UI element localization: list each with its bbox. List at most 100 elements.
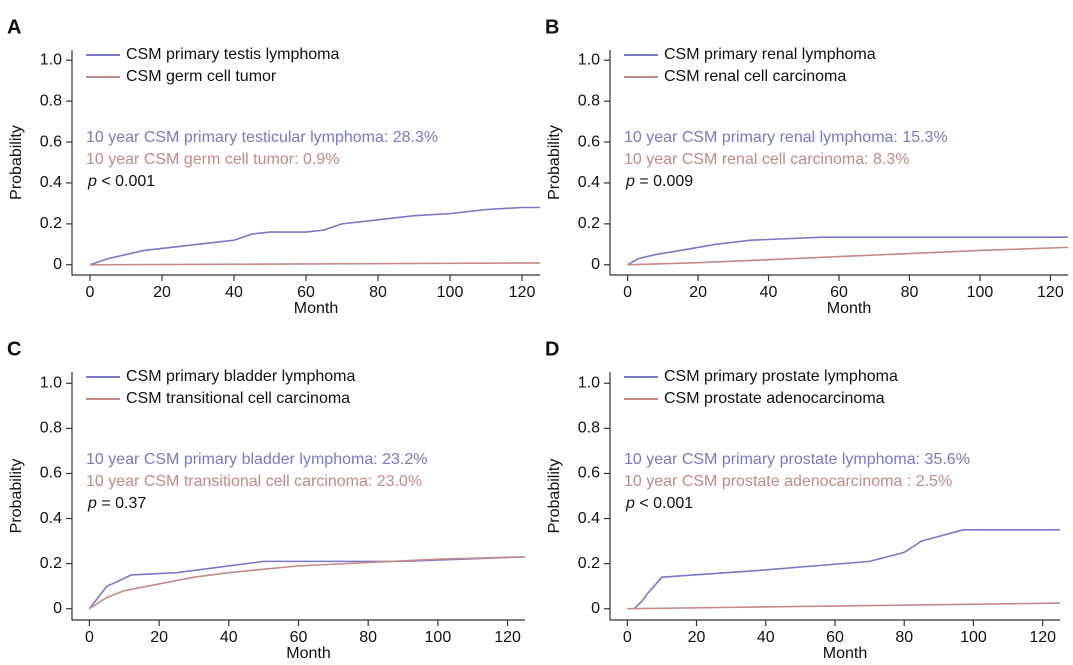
x-tick-label: 120 bbox=[1029, 629, 1056, 646]
x-tick-label: 0 bbox=[85, 629, 94, 646]
legend-label: CSM primary prostate lymphoma bbox=[664, 368, 898, 385]
series-line bbox=[88, 556, 526, 610]
annotation: 10 year CSM primary renal lymphoma: 15.3… bbox=[624, 129, 948, 146]
x-tick-label: 20 bbox=[688, 629, 706, 646]
annotation: 10 year CSM primary testicular lymphoma:… bbox=[86, 129, 438, 146]
y-tick-label: 0.8 bbox=[578, 92, 600, 109]
y-tick-label: 0.4 bbox=[40, 510, 62, 527]
x-tick-label: 60 bbox=[297, 284, 315, 301]
x-axis-label: Month bbox=[294, 300, 338, 317]
x-tick-label: 60 bbox=[290, 629, 308, 646]
y-tick-label: 1.0 bbox=[40, 374, 62, 391]
axis-line bbox=[71, 50, 540, 276]
y-axis-label: Probability bbox=[8, 459, 25, 534]
x-tick-label: 80 bbox=[359, 629, 377, 646]
y-tick-label: 0.6 bbox=[578, 465, 600, 482]
y-tick-label: 0.2 bbox=[40, 215, 62, 232]
legend-label: CSM primary bladder lymphoma bbox=[126, 368, 356, 385]
series-line bbox=[627, 246, 1069, 266]
y-tick-label: 0 bbox=[591, 256, 600, 273]
y-axis-label: Probability bbox=[8, 125, 25, 200]
p-value: p < 0.001 bbox=[625, 495, 693, 512]
axis-line bbox=[609, 50, 1068, 276]
p-symbol: p bbox=[625, 173, 635, 190]
annotation: 10 year CSM germ cell tumor: 0.9% bbox=[86, 151, 339, 168]
x-tick-label: 20 bbox=[153, 284, 171, 301]
x-tick-label: 40 bbox=[760, 284, 778, 301]
p-text: = 0.37 bbox=[97, 495, 146, 512]
y-tick-label: 1.0 bbox=[578, 51, 600, 68]
x-axis-label: Month bbox=[827, 300, 871, 317]
x-tick-label: 120 bbox=[1037, 284, 1064, 301]
x-tick-label: 100 bbox=[437, 284, 464, 301]
legend-label: CSM primary testis lymphoma bbox=[126, 46, 339, 63]
series-line bbox=[633, 529, 1060, 610]
y-tick-label: 0.4 bbox=[578, 174, 600, 191]
x-tick-label: 100 bbox=[967, 284, 994, 301]
y-tick-label: 0.8 bbox=[578, 420, 600, 437]
axis-line bbox=[71, 372, 525, 621]
x-tick-label: 40 bbox=[225, 284, 243, 301]
x-tick-label: 120 bbox=[494, 629, 521, 646]
y-tick-label: 0.4 bbox=[40, 174, 62, 191]
y-axis-label: Probability bbox=[546, 125, 563, 200]
x-tick-label: 40 bbox=[220, 629, 238, 646]
p-text: = 0.009 bbox=[635, 173, 693, 190]
legend-label: CSM renal cell carcinoma bbox=[664, 68, 846, 85]
y-tick-label: 0 bbox=[53, 256, 62, 273]
x-tick-label: 100 bbox=[425, 629, 452, 646]
p-text: < 0.001 bbox=[635, 495, 693, 512]
x-tick-label: 0 bbox=[86, 284, 95, 301]
annotation: 10 year CSM primary prostate lymphoma: 3… bbox=[624, 451, 970, 468]
panel-label: D bbox=[545, 338, 559, 360]
y-tick-label: 0.6 bbox=[40, 133, 62, 150]
y-tick-label: 0 bbox=[53, 600, 62, 617]
panel-label: C bbox=[7, 338, 21, 360]
x-tick-label: 40 bbox=[757, 629, 775, 646]
annotation: 10 year CSM transitional cell carcinoma:… bbox=[86, 473, 422, 490]
x-tick-label: 0 bbox=[623, 284, 632, 301]
series-line bbox=[88, 556, 526, 610]
x-tick-label: 60 bbox=[826, 629, 844, 646]
p-value: p = 0.009 bbox=[625, 173, 693, 190]
x-tick-label: 80 bbox=[895, 629, 913, 646]
x-tick-label: 60 bbox=[830, 284, 848, 301]
x-tick-label: 20 bbox=[150, 629, 168, 646]
y-tick-label: 0.8 bbox=[40, 420, 62, 437]
y-tick-label: 0.2 bbox=[578, 555, 600, 572]
y-tick-label: 1.0 bbox=[578, 374, 600, 391]
legend-label: CSM primary renal lymphoma bbox=[664, 46, 876, 63]
p-text: < 0.001 bbox=[97, 173, 155, 190]
legend-label: CSM germ cell tumor bbox=[126, 68, 277, 85]
p-value: p < 0.001 bbox=[87, 173, 155, 190]
annotation: 10 year CSM primary bladder lymphoma: 23… bbox=[86, 451, 427, 468]
y-tick-label: 1.0 bbox=[40, 51, 62, 68]
x-tick-label: 80 bbox=[369, 284, 387, 301]
x-tick-label: 0 bbox=[623, 629, 632, 646]
x-axis-label: Month bbox=[823, 645, 867, 662]
axis-line bbox=[609, 372, 1060, 621]
panel-label: A bbox=[7, 16, 21, 38]
y-axis-label: Probability bbox=[546, 459, 563, 534]
x-tick-label: 100 bbox=[960, 629, 987, 646]
legend-label: CSM transitional cell carcinoma bbox=[126, 390, 350, 407]
series-line bbox=[89, 262, 541, 266]
p-symbol: p bbox=[87, 173, 97, 190]
y-tick-label: 0.8 bbox=[40, 92, 62, 109]
x-axis-label: Month bbox=[286, 645, 330, 662]
y-tick-label: 0 bbox=[591, 600, 600, 617]
x-tick-label: 80 bbox=[901, 284, 919, 301]
p-symbol: p bbox=[625, 495, 635, 512]
p-symbol: p bbox=[87, 495, 97, 512]
y-tick-label: 0.4 bbox=[578, 510, 600, 527]
x-tick-label: 20 bbox=[689, 284, 707, 301]
annotation: 10 year CSM prostate adenocarcinoma : 2.… bbox=[624, 473, 952, 490]
y-tick-label: 0.2 bbox=[578, 215, 600, 232]
annotation: 10 year CSM renal cell carcinoma: 8.3% bbox=[624, 151, 909, 168]
p-value: p = 0.37 bbox=[87, 495, 146, 512]
series-line bbox=[627, 602, 1061, 610]
series-line bbox=[627, 236, 1068, 266]
x-tick-label: 120 bbox=[509, 284, 536, 301]
y-tick-label: 0.2 bbox=[40, 555, 62, 572]
